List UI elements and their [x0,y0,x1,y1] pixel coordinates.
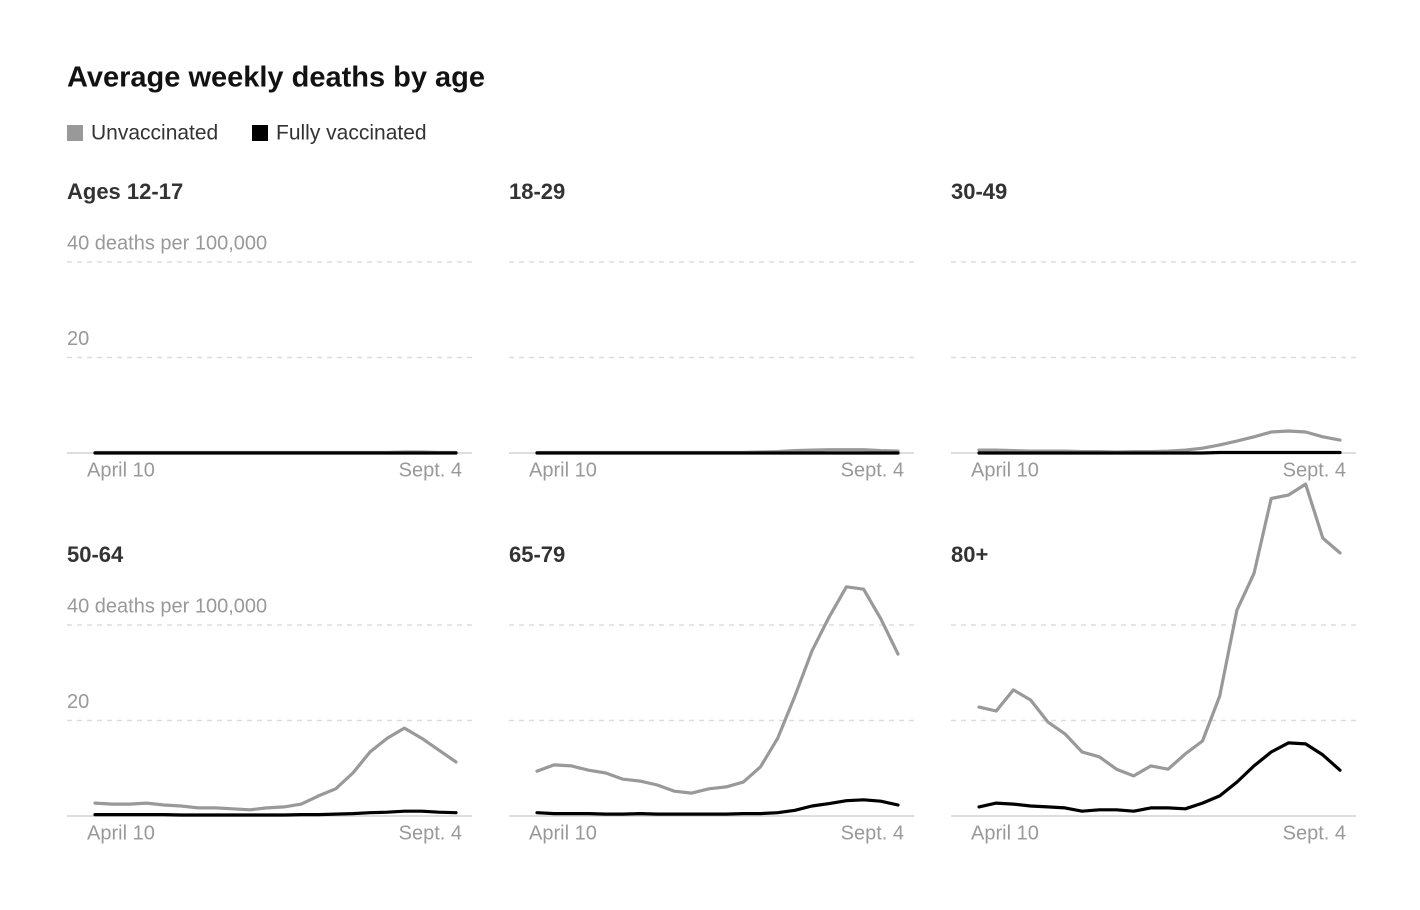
x-tick-label: Sept. 4 [1283,822,1346,844]
panel-title: 65-79 [509,542,565,567]
x-tick-label: April 10 [971,459,1039,481]
legend-label: Fully vaccinated [276,122,427,145]
x-tick-label: April 10 [87,822,155,844]
panel-title: Ages 12-17 [67,179,183,204]
series-line [535,798,900,816]
legend-swatch [67,125,83,141]
x-tick-label: Sept. 4 [1283,459,1346,481]
x-tick-label: April 10 [87,459,155,481]
x-tick-label: Sept. 4 [399,822,462,844]
panel-title: 80+ [951,542,988,567]
panel-title: 30-49 [951,179,1007,204]
series-line [93,809,458,817]
series-line [977,741,1342,813]
x-tick-label: Sept. 4 [841,822,904,844]
x-tick-label: Sept. 4 [399,459,462,481]
y-tick-label: 40 deaths per 100,000 [67,595,267,617]
y-tick-label: 40 deaths per 100,000 [67,232,267,254]
x-tick-label: April 10 [529,822,597,844]
y-tick-label: 20 [67,328,89,350]
x-tick-label: April 10 [529,459,597,481]
series-line [977,482,1342,778]
x-tick-label: Sept. 4 [841,459,904,481]
legend-swatch [252,125,268,141]
panel-title: 50-64 [67,542,124,567]
series-line [977,429,1342,454]
series-line [977,450,1342,455]
legend-label: Unvaccinated [91,122,218,145]
y-tick-label: 20 [67,691,89,713]
chart-title: Average weekly deaths by age [67,62,485,94]
panel-title: 18-29 [509,179,565,204]
series-line [93,726,458,812]
x-tick-label: April 10 [971,822,1039,844]
series-line [535,585,900,795]
